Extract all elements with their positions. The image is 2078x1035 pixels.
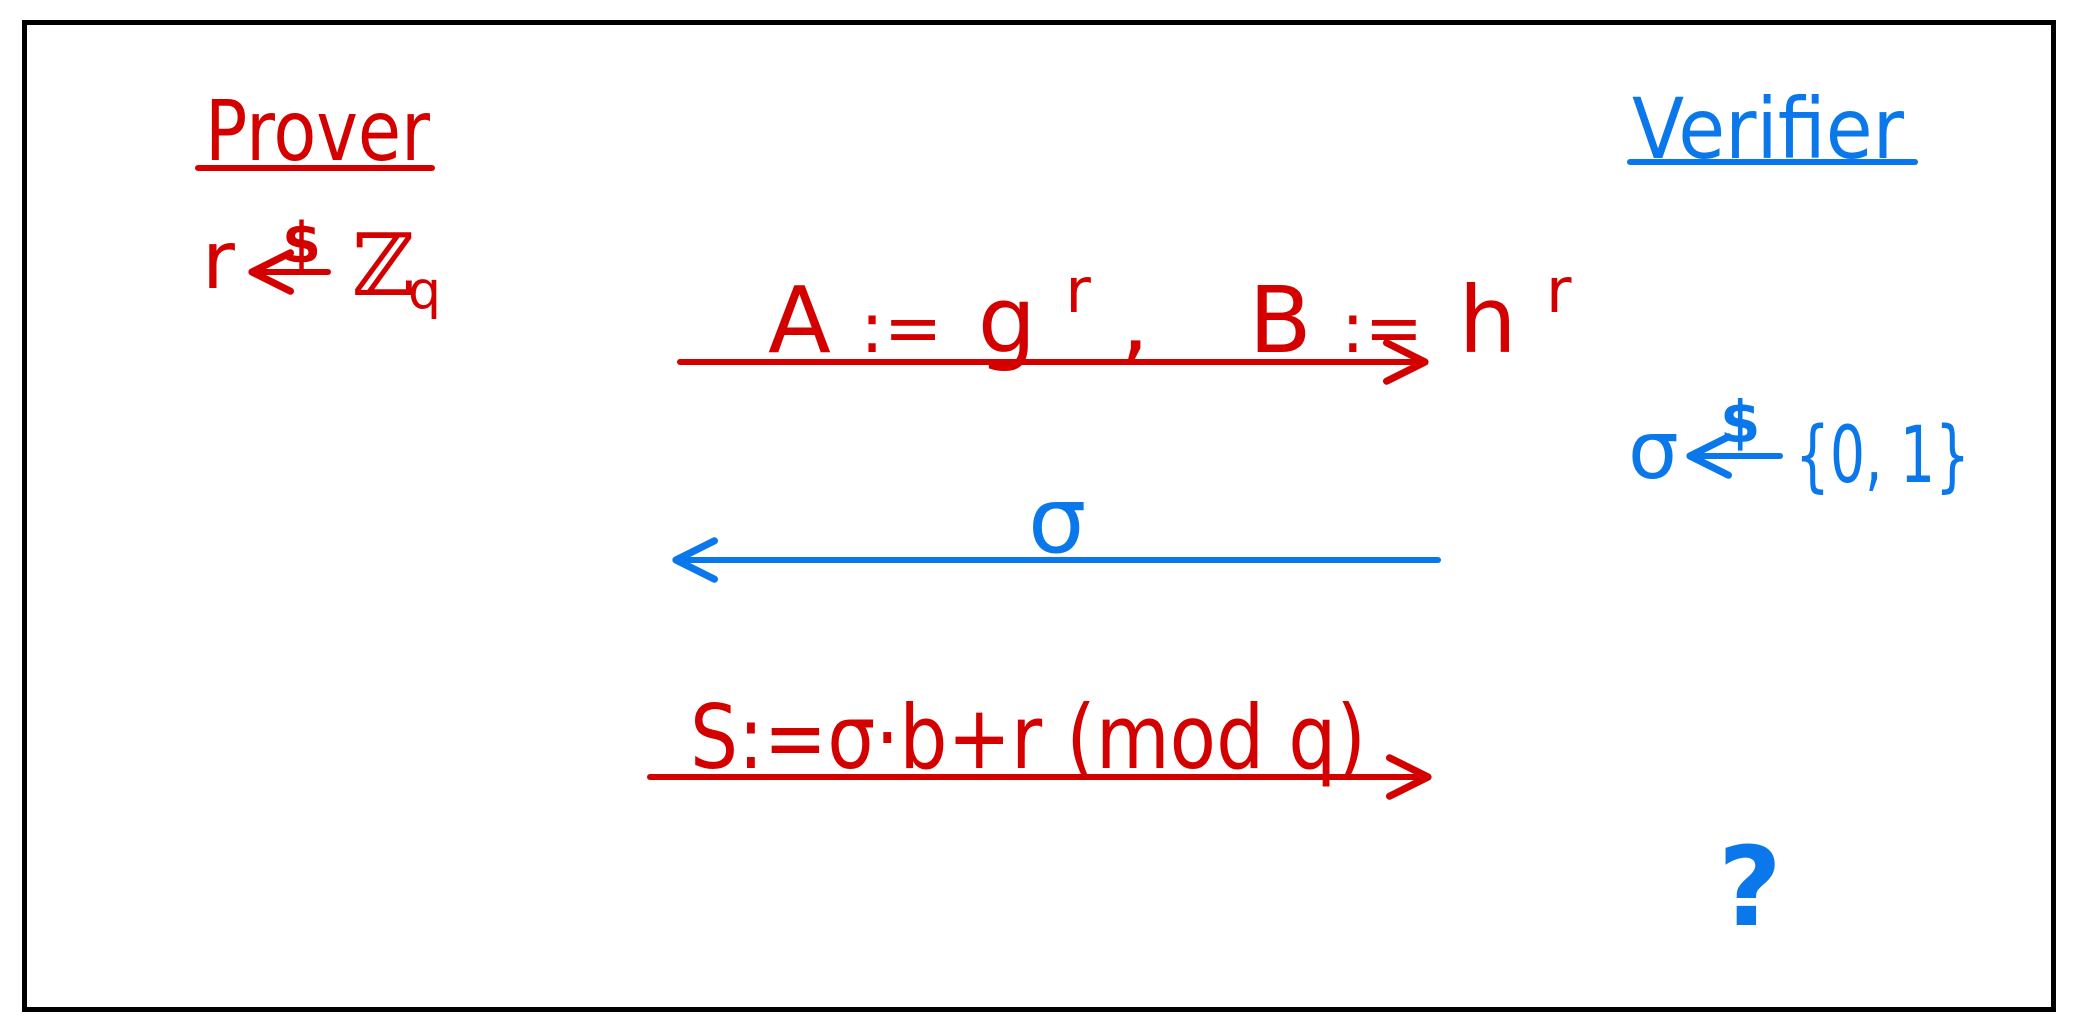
m1-b-lhs: B <box>1249 267 1312 374</box>
prover-sample-dollar: $ <box>282 211 321 276</box>
message-1: A := g r , B := h r <box>677 227 1572 385</box>
verifier-sampling: σ $ {0, 1} <box>1628 388 1970 501</box>
m1-comma: , <box>1120 267 1149 374</box>
prover-sampling: r $ ℤ q <box>202 211 441 321</box>
message-2-label: σ <box>1028 467 1086 574</box>
prover-sample-var: r <box>202 214 235 307</box>
message-1-label: A := g r , B := h r <box>768 227 1572 374</box>
m1-b-assign: := <box>1341 287 1423 369</box>
prover-title: Prover <box>205 82 430 180</box>
m1-b-exp: r <box>1546 254 1572 327</box>
verifier-check: ? <box>1718 823 1782 951</box>
verifier-sample-set: {0, 1} <box>1795 411 1970 501</box>
message-3: S:=σ·b+r (mod q) <box>647 686 1432 800</box>
verifier-sample-var: σ <box>1628 404 1679 497</box>
verifier-sample-dollar: $ <box>1720 388 1760 456</box>
message-3-label: S:=σ·b+r (mod q) <box>690 686 1366 789</box>
prover-sample-set: ℤ <box>352 216 415 316</box>
message-2: σ <box>672 467 1441 583</box>
m1-a-assign: := <box>860 287 942 369</box>
m1-a-exp: r <box>1065 254 1091 327</box>
m1-a-base: g <box>978 267 1036 374</box>
m1-a-lhs: A <box>768 267 831 374</box>
m1-b-base: h <box>1458 267 1516 374</box>
diagram-frame <box>22 20 2056 1012</box>
prover-sample-set-sub: q <box>408 261 441 321</box>
